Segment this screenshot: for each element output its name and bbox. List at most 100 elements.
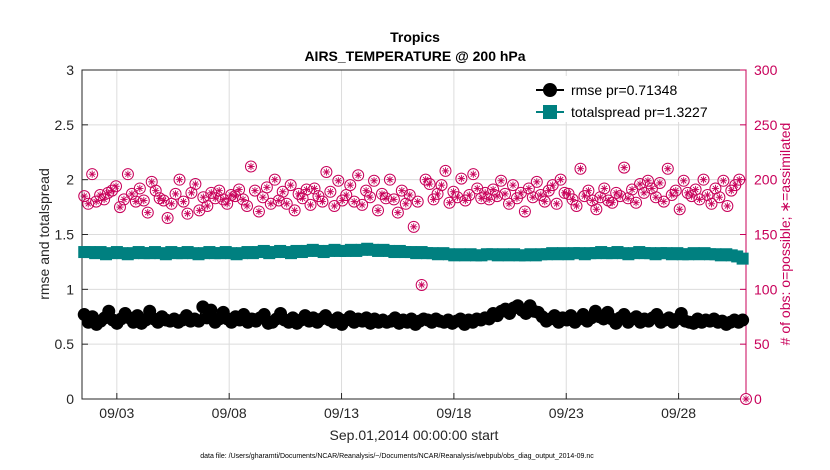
obs-marker-ring: [137, 194, 150, 207]
obs-point: [407, 220, 420, 233]
obs-point: [689, 183, 702, 196]
obs-marker-star: [192, 181, 199, 187]
obs-marker-star: [331, 203, 338, 209]
obs-marker-ring: [590, 203, 603, 216]
obs-marker-ring: [241, 199, 254, 212]
obs-marker-ring: [161, 212, 174, 225]
obs-point: [296, 192, 309, 205]
obs-marker-star: [402, 200, 409, 207]
obs-point: [705, 197, 718, 210]
obs-point: [197, 191, 210, 204]
obs-marker-star: [664, 165, 671, 172]
obs-marker-ring: [177, 195, 190, 208]
obs-marker-ring: [673, 203, 686, 216]
obs-marker-star: [144, 209, 151, 216]
obs-point: [630, 196, 643, 209]
obs-marker-star: [728, 187, 735, 194]
y-tick-label-left: 2: [66, 172, 74, 188]
obs-point: [463, 189, 476, 202]
obs-point: [276, 185, 289, 198]
obs-point: [256, 191, 269, 204]
obs-marker-ring: [697, 173, 710, 186]
y-tick-label-left: 0.5: [55, 336, 75, 352]
y-tick-label-left: 3: [66, 62, 74, 78]
obs-marker-ring: [721, 199, 734, 212]
obs-marker-ring: [352, 169, 365, 182]
obs-marker-star: [641, 189, 647, 196]
obs-marker-star: [589, 197, 596, 204]
obs-point: [121, 168, 134, 181]
obs-marker-star: [299, 195, 306, 202]
obs-point: [324, 185, 337, 198]
obs-marker-ring: [117, 193, 130, 206]
obs-marker-star: [252, 187, 258, 194]
obs-marker-star: [315, 193, 322, 199]
obs-marker-star: [267, 200, 274, 207]
obs-marker-ring: [570, 199, 583, 212]
obs-marker-star: [89, 171, 96, 178]
obs-marker-star: [136, 185, 143, 192]
obs-marker-ring: [344, 179, 357, 192]
obs-marker-ring: [479, 186, 492, 199]
obs-point: [110, 180, 123, 193]
obs-marker-ring: [348, 195, 361, 208]
obs-marker-star: [450, 188, 457, 195]
obs-marker-star: [720, 177, 727, 184]
obs-marker-star: [180, 198, 187, 205]
obs-marker-ring: [451, 191, 464, 204]
obs-marker-star: [549, 182, 556, 189]
obs-point: [503, 197, 516, 210]
obs-marker-star: [287, 182, 294, 189]
obs-point: [495, 174, 508, 187]
obs-marker-star: [224, 200, 231, 207]
obs-marker-ring: [550, 197, 563, 210]
obs-point: [98, 193, 111, 206]
obs-point: [308, 182, 321, 195]
obs-marker-star: [609, 199, 616, 206]
obs-point: [649, 191, 662, 204]
obs-marker-star: [498, 177, 504, 184]
obs-marker-ring: [248, 184, 261, 197]
obs-point: [645, 182, 658, 195]
obs-marker-star: [466, 192, 473, 198]
obs-point: [467, 168, 480, 181]
obs-marker-star: [482, 189, 489, 196]
obs-marker-ring: [653, 176, 666, 189]
obs-marker-star: [81, 193, 88, 199]
y-tick-label-left: 2.5: [55, 117, 75, 133]
obs-marker-star: [724, 203, 731, 209]
obs-marker-ring: [121, 168, 134, 181]
obs-point: [590, 203, 603, 216]
obs-marker-star: [510, 182, 516, 189]
obs-point: [348, 195, 361, 208]
obs-marker-star: [303, 186, 310, 193]
obs-point: [372, 204, 385, 217]
obs-marker-ring: [403, 189, 416, 202]
obs-point: [133, 182, 146, 195]
obs-point: [344, 179, 357, 192]
obs-marker-star: [696, 196, 703, 203]
obs-marker-ring: [618, 161, 631, 174]
x-axis: 09/03 09/08 09/13 09/18 09/23 09/28: [99, 393, 696, 421]
obs-marker-star: [518, 189, 524, 196]
obs-marker-ring: [387, 193, 400, 206]
obs-marker-ring: [717, 174, 730, 187]
obs-point: [113, 201, 126, 214]
obs-marker-star: [704, 192, 711, 198]
chart-title: Tropics: [390, 29, 440, 45]
obs-marker-ring: [149, 184, 162, 197]
obs-marker-star: [371, 177, 377, 184]
obs-point: [86, 168, 99, 181]
obs-marker-ring: [129, 195, 142, 208]
obs-point: [312, 190, 325, 203]
obs-point: [268, 173, 281, 186]
obs-marker-ring: [530, 175, 543, 188]
obs-point: [693, 193, 706, 206]
obs-marker-star: [359, 202, 365, 208]
obs-marker-star: [367, 194, 373, 201]
obs-marker-star: [113, 183, 119, 190]
obs-point: [356, 198, 369, 211]
obs-marker-star: [125, 171, 131, 178]
obs-marker-ring: [98, 193, 111, 206]
obs-marker-star: [216, 187, 223, 194]
